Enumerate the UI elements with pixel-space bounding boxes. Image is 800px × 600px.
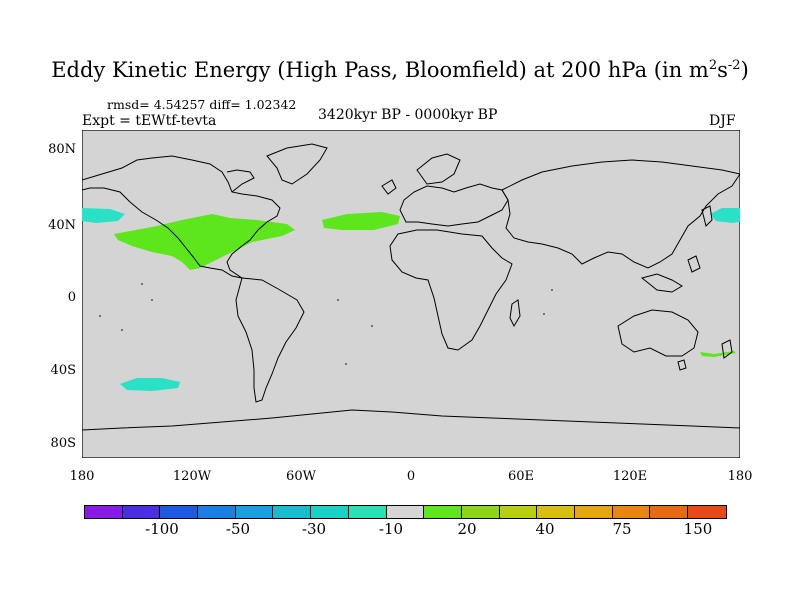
lon-tick-180e: 180 xyxy=(727,469,753,484)
rmsd-diff-stats: rmsd= 4.54257 diff= 1.02342 xyxy=(107,97,297,112)
period-label: 3420kyr BP - 0000kyr BP xyxy=(318,107,498,123)
colorbar-box xyxy=(198,506,236,518)
lon-tick-120w: 120W xyxy=(172,469,212,484)
lon-tick-180w: 180 xyxy=(69,469,95,484)
anomaly-south-pacific xyxy=(120,378,180,391)
world-map xyxy=(82,130,740,458)
coastlines xyxy=(82,143,740,431)
colorbar-label: -10 xyxy=(378,520,404,538)
lat-tick-40s: 40S xyxy=(50,363,76,378)
islands xyxy=(99,283,553,365)
lat-tick-80s: 80S xyxy=(50,436,76,451)
colorbar-box xyxy=(386,506,425,518)
experiment-label: Expt = tEWtf-tevta xyxy=(82,113,217,129)
lat-tick-40n: 40N xyxy=(48,218,76,233)
colorbar-box xyxy=(424,506,462,518)
colorbar-label: 20 xyxy=(457,520,477,538)
colorbar-label: 150 xyxy=(683,520,713,538)
lon-tick-60w: 60W xyxy=(286,469,316,484)
colorbar-box xyxy=(311,506,349,518)
colorbar-box xyxy=(235,506,274,518)
colorbar-box xyxy=(273,506,312,518)
lon-tick-120e: 120E xyxy=(612,469,648,484)
anomaly-north-atlantic xyxy=(322,212,400,230)
colorbar-label: -50 xyxy=(225,520,251,538)
lat-tick-80n: 80N xyxy=(48,142,76,157)
figure-title: Eddy Kinetic Energy (High Pass, Bloomfie… xyxy=(51,58,749,82)
lon-tick-60e: 60E xyxy=(507,469,535,484)
anomaly-north-pacific-east xyxy=(710,208,740,223)
colorbar-label: 40 xyxy=(535,520,555,538)
colorbar-box xyxy=(348,506,387,518)
colorbar-label: 75 xyxy=(612,520,632,538)
map-background xyxy=(82,130,740,458)
colorbar-label: -100 xyxy=(145,520,179,538)
colorbar-box xyxy=(574,506,613,518)
colorbar-box xyxy=(122,506,161,518)
lat-tick-0: 0 xyxy=(67,290,76,305)
colorbar-box xyxy=(612,506,651,518)
anomaly-tasman xyxy=(700,351,736,357)
anomaly-north-america xyxy=(114,214,295,270)
season-label: DJF xyxy=(709,113,736,129)
colorbar xyxy=(84,505,727,519)
lon-tick-0: 0 xyxy=(406,469,416,484)
colorbar-box xyxy=(461,506,500,518)
colorbar-box xyxy=(499,506,538,518)
colorbar-box xyxy=(688,506,726,518)
colorbar-box xyxy=(85,506,123,518)
colorbar-label: -30 xyxy=(301,520,327,538)
anomaly-north-pacific-west xyxy=(82,208,125,223)
colorbar-box xyxy=(537,506,575,518)
colorbar-box xyxy=(650,506,688,518)
colorbar-box xyxy=(160,506,199,518)
